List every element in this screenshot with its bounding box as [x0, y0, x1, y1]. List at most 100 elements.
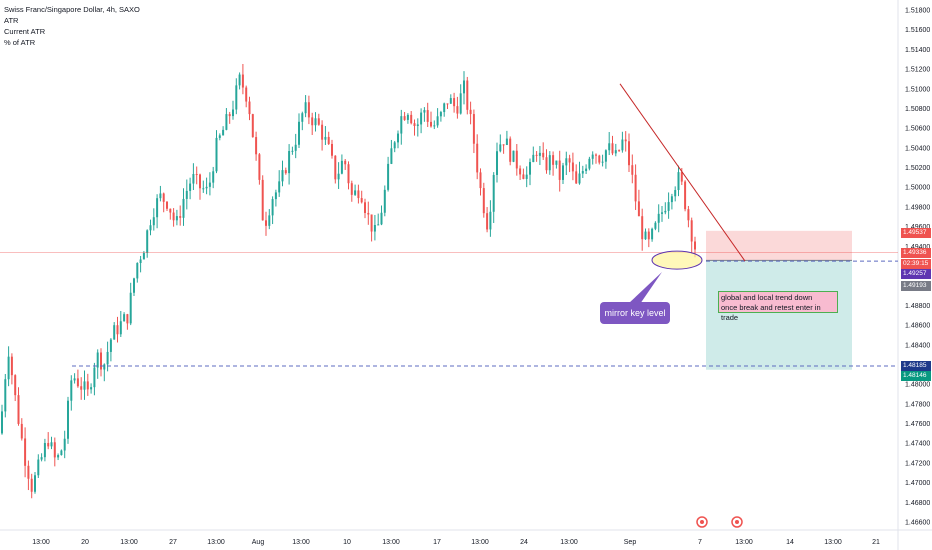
candle-body — [350, 183, 353, 195]
chart-legend: Swiss Franc/Singapore Dollar, 4h, SAXO A… — [4, 4, 140, 48]
candle-body — [57, 455, 60, 458]
candle-body — [628, 141, 630, 166]
candle-body — [4, 379, 7, 412]
candle-body — [380, 212, 383, 225]
candle-body — [634, 174, 637, 202]
candle-body — [598, 155, 601, 163]
x-tick-label: 13:00 — [32, 539, 50, 546]
candle-body — [439, 112, 442, 117]
candle-body — [390, 148, 393, 164]
candle-body — [558, 160, 561, 180]
candle-body — [651, 228, 654, 240]
candle-body — [364, 202, 366, 213]
trade-note[interactable]: global and local trend down once break a… — [718, 291, 838, 322]
candle-body — [321, 124, 324, 140]
candle-body — [694, 241, 696, 250]
price-tag: 1.49257 — [901, 269, 931, 280]
candle-body — [274, 192, 277, 200]
candle-body — [34, 475, 36, 492]
candle-body — [235, 85, 238, 110]
candle-body — [496, 151, 498, 175]
candle-body — [373, 224, 376, 232]
candle-body — [1, 411, 3, 434]
candle-body — [387, 163, 390, 190]
x-tick-label: 20 — [81, 539, 89, 546]
callout-pointer — [628, 272, 662, 304]
candle-body — [225, 114, 228, 130]
candle-body — [555, 160, 558, 165]
candle-body — [568, 158, 571, 163]
candle-body — [255, 137, 258, 155]
mirror-key-level-callout[interactable]: mirror key level — [600, 302, 670, 324]
indicator-pct-atr[interactable]: % of ATR — [4, 38, 36, 47]
candle-body — [674, 190, 677, 197]
candle-body — [654, 222, 657, 229]
candle-body — [245, 87, 248, 102]
candles — [1, 63, 696, 499]
candle-body — [182, 198, 185, 218]
candle-body — [585, 168, 588, 172]
candle-body — [449, 98, 452, 104]
candle-body — [430, 121, 432, 127]
time-axis: 13:00 20 13:00 27 13:00 Aug 13:00 10 13:00 17 13:0… — [32, 539, 880, 546]
candle-body — [595, 154, 597, 156]
candle-body — [53, 442, 56, 458]
candle-body — [202, 188, 205, 190]
y-tick-label: 1.48400 — [905, 342, 930, 349]
candle-body — [281, 170, 284, 182]
candle-body — [529, 162, 531, 175]
candle-body — [486, 213, 489, 230]
candle-body — [185, 190, 188, 199]
candle-body — [7, 356, 10, 380]
candle-body — [304, 102, 307, 114]
candle-body — [403, 116, 406, 120]
candle-body — [621, 139, 624, 151]
candle-body — [90, 387, 93, 390]
candle-body — [383, 189, 386, 213]
candle-body — [83, 381, 86, 390]
candle-body — [129, 292, 132, 324]
indicator-current-atr[interactable]: Current ATR — [4, 27, 46, 36]
candle-body — [199, 174, 201, 189]
target-zone — [706, 260, 852, 370]
candle-body — [340, 160, 343, 174]
candle-body — [608, 143, 611, 151]
x-tick-label: 17 — [433, 539, 441, 546]
x-tick-label: Sep — [624, 539, 637, 546]
candle-body — [631, 165, 634, 175]
candle-body — [189, 183, 192, 191]
candle-body — [588, 158, 591, 169]
candle-body — [575, 171, 578, 184]
candle-body — [317, 118, 320, 125]
candle-body — [670, 196, 673, 203]
candle-body — [680, 172, 683, 182]
indicator-atr[interactable]: ATR — [4, 16, 19, 25]
candle-body — [136, 263, 139, 279]
candle-body — [545, 157, 548, 171]
y-tick-label: 1.48600 — [905, 323, 930, 330]
candle-body — [459, 93, 462, 114]
candle-body — [67, 400, 69, 439]
candle-body — [331, 143, 333, 156]
note-line-2: once break and retest enter in trade — [721, 303, 821, 322]
candle-body — [265, 220, 267, 226]
candle-body — [604, 150, 607, 162]
candle-body — [393, 142, 396, 149]
candle-body — [661, 212, 663, 214]
y-tick-label: 1.50400 — [905, 145, 930, 152]
candle-body — [416, 124, 419, 127]
candle-body — [624, 139, 627, 142]
short-position-box — [706, 230, 852, 370]
candle-body — [548, 155, 551, 171]
candle-body — [149, 225, 152, 231]
candle-body — [169, 208, 172, 213]
candle-body — [324, 136, 327, 140]
candle-body — [641, 216, 644, 240]
candle-body — [327, 136, 330, 144]
candle-body — [413, 123, 416, 127]
event-marker-dot — [735, 520, 739, 524]
candle-body — [80, 386, 83, 390]
candle-body — [614, 150, 617, 154]
x-tick-label: 13:00 — [292, 539, 310, 546]
